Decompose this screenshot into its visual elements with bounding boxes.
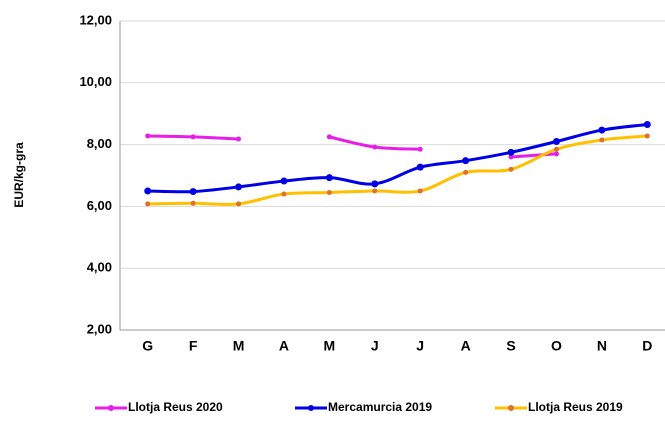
y-tick-label: 2,00	[87, 321, 112, 336]
point	[372, 144, 378, 150]
x-tick-label: M	[324, 338, 336, 354]
point	[553, 151, 559, 157]
point	[145, 201, 151, 207]
point	[326, 134, 332, 140]
point	[371, 180, 379, 188]
point	[235, 183, 243, 191]
y-tick-label: 10,00	[79, 74, 112, 89]
x-tick-label: J	[416, 338, 424, 354]
point	[190, 134, 196, 140]
point	[643, 121, 651, 129]
point	[463, 169, 469, 175]
point	[599, 137, 605, 143]
series-line	[510, 152, 557, 159]
point	[372, 188, 378, 194]
point	[325, 174, 333, 182]
legend-label: Llotja Reus 2020	[128, 400, 223, 414]
point	[236, 201, 242, 207]
point	[598, 126, 606, 134]
point	[644, 133, 650, 139]
point	[190, 200, 196, 206]
x-tick-label: S	[506, 338, 515, 354]
legend-marker	[508, 405, 514, 411]
x-tick-label: D	[642, 338, 652, 354]
point	[145, 133, 151, 139]
x-tick-label: J	[371, 338, 379, 354]
series-line	[147, 134, 648, 206]
y-axis-label: EUR/kg-gra	[12, 142, 26, 208]
point	[326, 189, 332, 195]
point	[416, 163, 424, 171]
point	[189, 188, 197, 196]
point	[462, 157, 470, 165]
y-tick-label: 6,00	[87, 198, 112, 213]
x-tick-label: N	[597, 338, 607, 354]
legend-label: Mercamurcia 2019	[328, 400, 432, 414]
legend-label: Llotja Reus 2019	[528, 400, 623, 414]
x-tick-label: O	[551, 338, 562, 354]
x-tick-label: G	[142, 338, 153, 354]
y-tick-label: 8,00	[87, 136, 112, 151]
point	[508, 154, 514, 160]
point	[553, 146, 559, 152]
point	[508, 166, 514, 172]
x-tick-label: A	[461, 338, 471, 354]
x-tick-label: M	[233, 338, 245, 354]
point	[552, 138, 560, 146]
y-tick-label: 4,00	[87, 260, 112, 275]
series-line	[147, 123, 648, 194]
point	[236, 136, 242, 142]
point	[280, 177, 288, 185]
point	[417, 188, 423, 194]
x-tick-label: F	[189, 338, 198, 354]
point	[144, 187, 152, 195]
point	[281, 191, 287, 197]
point	[507, 148, 515, 156]
point	[417, 146, 423, 152]
legend-marker	[308, 405, 314, 411]
y-tick-label: 12,00	[79, 12, 112, 27]
x-tick-label: A	[279, 338, 289, 354]
legend-marker	[108, 405, 114, 411]
